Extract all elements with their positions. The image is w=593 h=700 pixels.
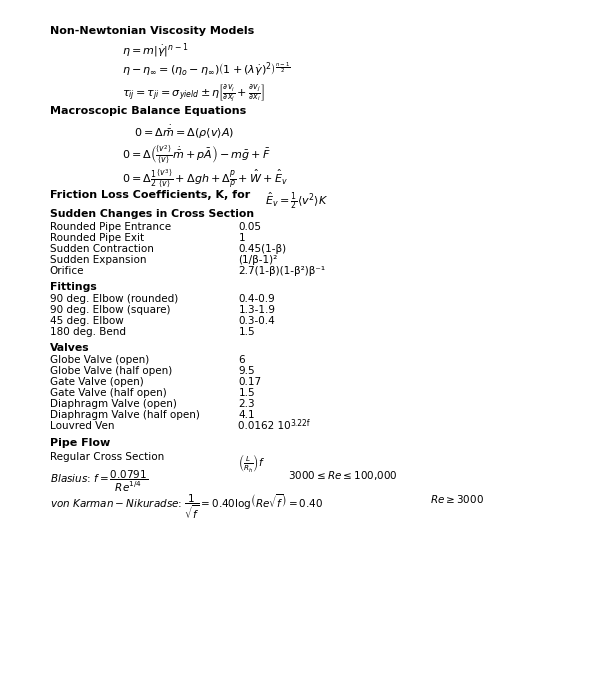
Text: $0 = \Delta\left(\frac{\langle v^2\rangle}{\langle v\rangle}\dot{\bar{m}} + p\ba: $0 = \Delta\left(\frac{\langle v^2\rangl…: [122, 144, 271, 167]
Text: 0.0162 10: 0.0162 10: [238, 421, 291, 431]
Text: 4.1: 4.1: [238, 410, 255, 421]
Text: 90 deg. Elbow (rounded): 90 deg. Elbow (rounded): [50, 295, 178, 304]
Text: 2.7(1-β)(1-β²)β⁻¹: 2.7(1-β)(1-β²)β⁻¹: [238, 266, 326, 276]
Text: 1.5: 1.5: [238, 328, 255, 337]
Text: Pipe Flow: Pipe Flow: [50, 438, 110, 448]
Text: Louvred Ven: Louvred Ven: [50, 421, 114, 431]
Text: $Re \geq 3000$: $Re \geq 3000$: [430, 493, 484, 505]
Text: 1.5: 1.5: [238, 389, 255, 398]
Text: 9.5: 9.5: [238, 367, 255, 377]
Text: Macroscopic Balance Equations: Macroscopic Balance Equations: [50, 106, 246, 116]
Text: Sudden Expansion: Sudden Expansion: [50, 256, 146, 265]
Text: Valves: Valves: [50, 343, 89, 353]
Text: Rounded Pipe Entrance: Rounded Pipe Entrance: [50, 223, 171, 232]
Text: Rounded Pipe Exit: Rounded Pipe Exit: [50, 233, 144, 244]
Text: Friction Loss Coefficients, K, for: Friction Loss Coefficients, K, for: [50, 190, 250, 200]
Text: Globe Valve (half open): Globe Valve (half open): [50, 367, 172, 377]
Text: $\hat{E}_v = \frac{1}{2}\langle v^2\rangle K$: $\hat{E}_v = \frac{1}{2}\langle v^2\rang…: [264, 190, 327, 211]
Text: 45 deg. Elbow: 45 deg. Elbow: [50, 316, 123, 326]
Text: 90 deg. Elbow (square): 90 deg. Elbow (square): [50, 305, 170, 316]
Text: 180 deg. Bend: 180 deg. Bend: [50, 328, 126, 337]
Text: Fittings: Fittings: [50, 282, 96, 292]
Text: 3.22f: 3.22f: [291, 419, 310, 428]
Text: Non-Newtonian Viscosity Models: Non-Newtonian Viscosity Models: [50, 26, 254, 36]
Text: (1/β-1)²: (1/β-1)²: [238, 256, 278, 265]
Text: 0.05: 0.05: [238, 223, 262, 232]
Text: Globe Valve (open): Globe Valve (open): [50, 356, 149, 365]
Text: 2.3: 2.3: [238, 400, 255, 410]
Text: $0 = \Delta\dot{\bar{m}} = \Delta(\rho\langle v\rangle A)$: $0 = \Delta\dot{\bar{m}} = \Delta(\rho\l…: [134, 124, 234, 141]
Text: $\left(\frac{L}{R_h}\right)f$: $\left(\frac{L}{R_h}\right)f$: [238, 452, 266, 473]
Text: Diaphragm Valve (open): Diaphragm Valve (open): [50, 400, 176, 410]
Text: 0.17: 0.17: [238, 377, 262, 387]
Text: Gate Valve (half open): Gate Valve (half open): [50, 389, 166, 398]
Text: 0.45(1-β): 0.45(1-β): [238, 244, 286, 254]
Text: $\eta = m|\dot{\gamma}|^{n-1}$: $\eta = m|\dot{\gamma}|^{n-1}$: [122, 41, 189, 60]
Text: $\mathit{Blasius}$: $f = \dfrac{0.0791}{Re^{1/4}}$: $\mathit{Blasius}$: $f = \dfrac{0.0791}{…: [50, 470, 148, 494]
Text: Regular Cross Section: Regular Cross Section: [50, 452, 164, 461]
Text: 0.4-0.9: 0.4-0.9: [238, 295, 275, 304]
Text: Sudden Contraction: Sudden Contraction: [50, 244, 154, 254]
Text: Orifice: Orifice: [50, 266, 84, 276]
Text: 1.3-1.9: 1.3-1.9: [238, 305, 275, 316]
Text: $3000 \leq Re \leq 100{,}000$: $3000 \leq Re \leq 100{,}000$: [288, 470, 397, 482]
Text: 0.3-0.4: 0.3-0.4: [238, 316, 275, 326]
Text: 6: 6: [238, 356, 245, 365]
Text: Diaphragm Valve (half open): Diaphragm Valve (half open): [50, 410, 199, 421]
Text: $\tau_{ij} = \tau_{ji} = \sigma_{yield} \pm \eta\left[\frac{\partial v_i}{\parti: $\tau_{ij} = \tau_{ji} = \sigma_{yield} …: [122, 82, 265, 104]
Text: $\eta - \eta_{\infty} = (\eta_o - \eta_{\infty})\left(1 + (\lambda\dot{\gamma})^: $\eta - \eta_{\infty} = (\eta_o - \eta_{…: [122, 60, 291, 78]
Text: Sudden Changes in Cross Section: Sudden Changes in Cross Section: [50, 209, 254, 218]
Text: 1: 1: [238, 233, 245, 244]
Text: Gate Valve (open): Gate Valve (open): [50, 377, 144, 387]
Text: $\mathit{von\ Karman} - \mathit{Nikuradse}$: $\dfrac{1}{\sqrt{f}} = 0.40\log\!\l: $\mathit{von\ Karman} - \mathit{Nikurads…: [50, 493, 323, 521]
Text: $0 = \Delta\frac{1}{2}\frac{\langle v^3\rangle}{\langle v\rangle} + \Delta gh + : $0 = \Delta\frac{1}{2}\frac{\langle v^3\…: [122, 168, 288, 190]
